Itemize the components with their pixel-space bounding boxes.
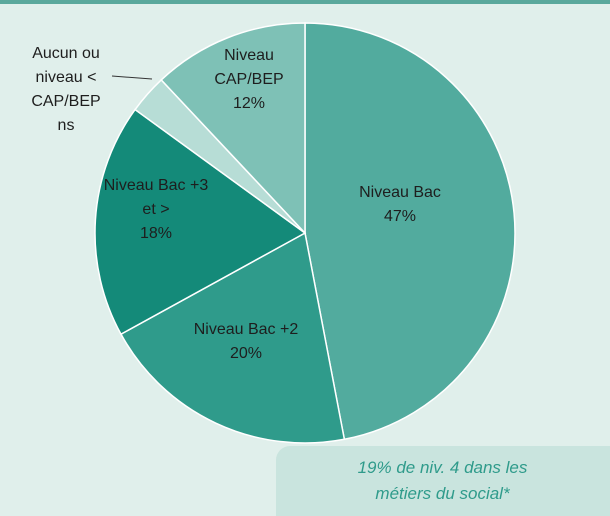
top-bar: [0, 0, 610, 4]
value-label: 12%: [232, 95, 266, 112]
pie-slice: [94, 108, 307, 336]
pie-slice: [119, 231, 346, 444]
pie-slice: [304, 22, 516, 441]
category-label: Aucun ou niveau < CAP/BEP: [31, 45, 101, 110]
value-label: 20%: [229, 345, 263, 362]
value-label: ns: [57, 117, 75, 134]
category-label: Niveau Bac +3 et >: [103, 177, 209, 218]
callout-box: [276, 446, 610, 516]
category-label: Niveau Bac: [359, 184, 441, 201]
category-label: Niveau CAP/BEP: [214, 47, 284, 88]
leader-line: [111, 75, 153, 80]
annotation: 19% de niv. 4 dans les métiers du social…: [357, 458, 528, 503]
category-label: Niveau Bac +2: [193, 321, 299, 338]
slice-label: Niveau CAP/BEP 12%: [209, 44, 289, 116]
value-label: 18%: [139, 225, 173, 242]
pie-slice: [160, 22, 306, 235]
slice-label: Aucun ou niveau < CAP/BEP ns: [27, 42, 105, 138]
slice-label: Niveau Bac +2 20%: [166, 318, 326, 366]
value-label: 47%: [383, 208, 417, 225]
slice-label: Niveau Bac +3 et > 18%: [101, 174, 211, 246]
slice-label: Niveau Bac 47%: [340, 181, 460, 229]
